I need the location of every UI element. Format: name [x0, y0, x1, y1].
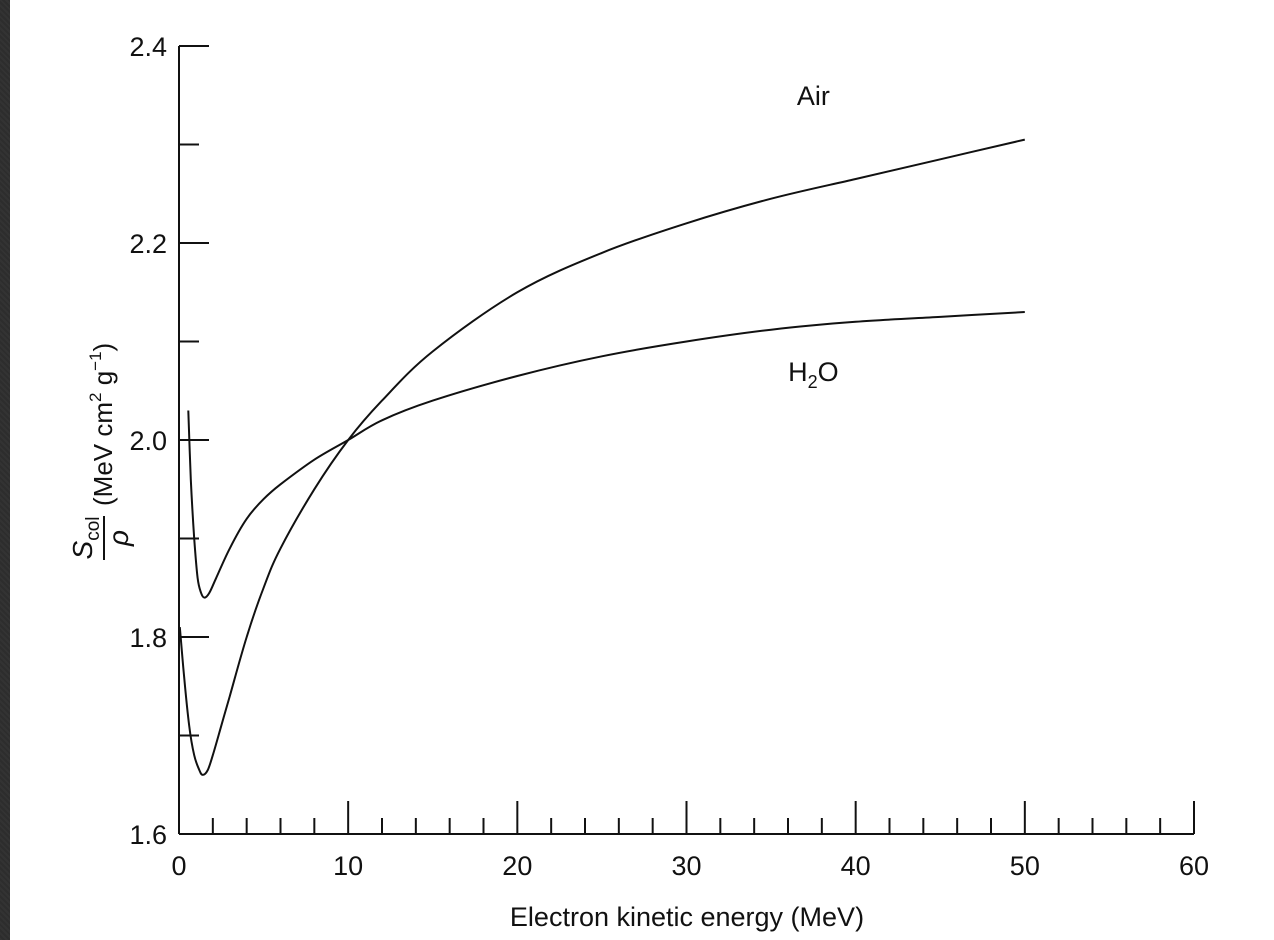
- series-label-h2o-o: O: [818, 357, 839, 387]
- y-axis-title-col: col: [83, 517, 104, 541]
- figure-panel: 0 10 20 30 40 50 60 1.6 1.8 2.0 2.2 2.4 Electron ki…: [10, 0, 1274, 940]
- y-axis-title-units-prefix: (MeV cm: [88, 402, 118, 506]
- x-axis-title: Electron kinetic energy (MeV): [510, 902, 864, 932]
- y-tick-label: 2.4: [129, 32, 167, 62]
- series-label-h2o-sub: 2: [808, 372, 818, 392]
- series: [178, 138, 1026, 776]
- series-label-h2o-h: H: [788, 357, 808, 387]
- x-tick-label: 20: [502, 851, 532, 881]
- y-tick-label: 1.8: [129, 623, 167, 653]
- x-tick-label: 50: [1010, 851, 1040, 881]
- series-label-air: Air: [797, 81, 830, 111]
- y-axis-title-units: (MeV cm2 g−1): [86, 343, 118, 506]
- stopping-power-chart: 0 10 20 30 40 50 60 1.6 1.8 2.0 2.2 2.4 Electron ki…: [67, 32, 1209, 932]
- x-tick-label: 60: [1179, 851, 1209, 881]
- y-axis-title-units-exp2: −1: [86, 351, 105, 370]
- axes: [178, 46, 1194, 835]
- y-axis-title-units-suffix: ): [88, 343, 118, 352]
- y-axis-title-denominator: ρ: [103, 530, 134, 547]
- x-tick-label: 30: [671, 851, 701, 881]
- series-line-h2o: [187, 311, 1025, 599]
- y-tick-label: 2.2: [129, 229, 167, 259]
- y-tick-label: 1.6: [129, 820, 167, 850]
- y-axis-title-units-exp1: 2: [86, 393, 105, 402]
- y-axis-title: Scol ρ (MeV cm2 g−1): [67, 343, 134, 560]
- series-line-air: [178, 138, 1026, 776]
- x-tick-label: 0: [171, 851, 186, 881]
- y-tick-label: 2.0: [129, 426, 167, 456]
- series-label-h2o: H2O: [788, 357, 839, 392]
- y-axis-title-units-mid: g: [88, 371, 118, 393]
- y-axis-title-numerator: Scol: [67, 517, 104, 560]
- ticks: 0 10 20 30 40 50 60 1.6 1.8 2.0 2.2 2.4: [129, 32, 1209, 881]
- y-axis-title-s: S: [67, 540, 98, 559]
- x-tick-label: 40: [841, 851, 871, 881]
- x-tick-label: 10: [333, 851, 363, 881]
